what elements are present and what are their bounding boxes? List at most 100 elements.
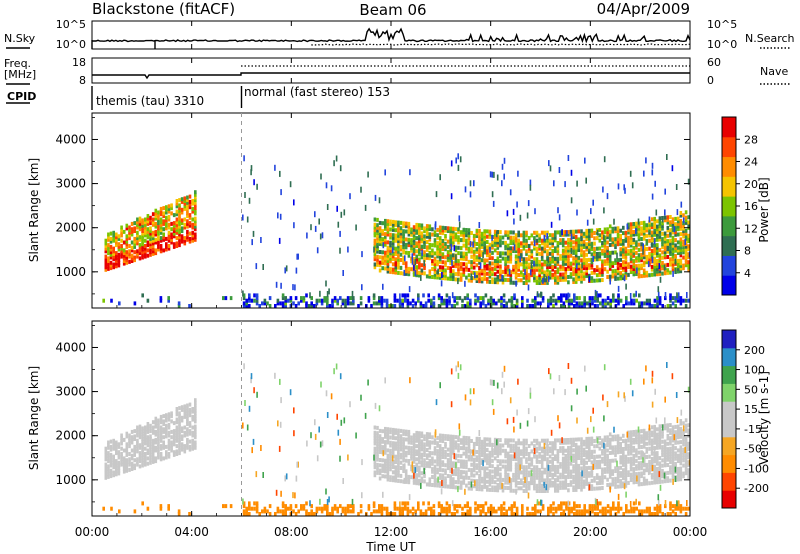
echo-cell xyxy=(577,274,581,279)
echo-cell xyxy=(133,466,136,471)
echo-cell xyxy=(687,262,690,267)
echo-cell xyxy=(107,237,110,242)
echo-cell xyxy=(397,468,400,473)
echo-cell xyxy=(637,479,641,484)
echo-cell xyxy=(120,246,123,251)
echo-cell xyxy=(284,298,287,303)
echo-cell xyxy=(109,460,113,465)
echo-cell xyxy=(624,438,628,443)
echo-cell xyxy=(488,242,492,247)
echo-cell xyxy=(262,264,264,270)
echo-cell xyxy=(167,441,171,446)
echo-cell xyxy=(627,235,630,240)
echo-cell xyxy=(452,242,455,247)
echo-cell xyxy=(611,240,615,245)
echo-cell xyxy=(684,228,688,233)
echo-cell xyxy=(625,296,628,301)
echo-cell xyxy=(467,444,471,449)
echo-cell xyxy=(449,237,452,242)
echo-cell xyxy=(433,251,437,256)
echo-cell xyxy=(178,237,181,242)
echo-cell xyxy=(509,249,513,253)
echo-cell xyxy=(525,281,528,285)
echo-cell xyxy=(194,400,197,405)
echo-cell xyxy=(191,201,194,206)
echo-cell xyxy=(567,232,570,237)
echo-cell xyxy=(149,221,152,226)
echo-cell xyxy=(452,440,455,445)
echo-cell xyxy=(590,465,594,470)
echo-cell xyxy=(376,233,379,238)
echo-cell xyxy=(504,478,507,482)
echo-cell xyxy=(653,432,656,437)
echo-cell xyxy=(530,249,534,254)
echo-cell xyxy=(117,460,121,465)
echo-cell xyxy=(629,459,633,464)
echo-cell xyxy=(606,459,609,464)
echo-cell xyxy=(608,472,612,477)
echo-cell xyxy=(376,470,379,475)
echo-cell xyxy=(136,236,139,241)
echo-cell xyxy=(149,426,152,431)
echo-cell xyxy=(397,460,400,465)
echo-cell xyxy=(391,235,395,240)
echo-cell xyxy=(546,278,549,283)
echo-cell xyxy=(506,251,510,256)
echo-cell xyxy=(577,240,581,244)
echo-cell xyxy=(125,250,129,255)
echo-cell xyxy=(608,243,612,247)
echo-cell xyxy=(650,230,654,235)
echo-cell xyxy=(415,430,418,435)
echo-cell xyxy=(517,233,520,238)
echo-cell xyxy=(449,469,452,473)
echo-cell xyxy=(538,444,541,448)
echo-cell xyxy=(115,232,118,237)
echo-cell xyxy=(576,209,578,216)
echo-cell xyxy=(674,246,677,251)
echo-cell xyxy=(640,445,643,449)
echo-cell xyxy=(444,236,447,241)
echo-cell xyxy=(569,272,573,277)
echo-cell xyxy=(448,301,451,306)
echo-cell xyxy=(154,251,158,256)
echo-cell xyxy=(674,296,677,301)
echo-cell xyxy=(136,441,139,446)
echo-cell xyxy=(635,256,638,261)
echo-cell xyxy=(373,230,377,235)
echo-cell xyxy=(167,225,171,230)
echo-cell xyxy=(412,225,416,230)
echo-cell xyxy=(478,250,481,255)
echo-cell xyxy=(658,258,662,263)
echo-cell xyxy=(436,451,439,456)
echo-cell xyxy=(478,239,481,244)
echo-cell xyxy=(606,296,610,301)
echo-cell xyxy=(656,243,659,248)
echo-cell xyxy=(684,263,688,268)
echo-cell xyxy=(478,481,481,486)
echo-cell xyxy=(125,431,129,436)
echo-cell xyxy=(467,230,471,235)
echo-cell xyxy=(465,230,468,235)
echo-cell xyxy=(376,462,379,467)
echo-cell xyxy=(397,436,400,441)
echo-cell xyxy=(530,462,534,467)
echo-cell xyxy=(432,296,436,301)
echo-cell xyxy=(404,474,408,479)
echo-cell xyxy=(315,301,319,306)
echo-cell xyxy=(572,453,575,458)
echo-cell xyxy=(514,443,518,448)
echo-cell xyxy=(467,249,471,254)
echo-cell xyxy=(632,245,636,250)
echo-cell xyxy=(616,242,620,247)
echo-cell xyxy=(540,438,544,443)
echo-cell xyxy=(149,250,152,255)
echo-cell xyxy=(635,453,638,458)
echo-cell xyxy=(394,265,398,270)
echo-cell xyxy=(441,452,445,457)
echo-cell xyxy=(557,298,560,303)
echo-cell xyxy=(619,265,622,270)
echo-cell xyxy=(509,272,513,277)
echo-cell xyxy=(428,242,432,247)
echo-cell xyxy=(305,304,308,308)
echo-cell xyxy=(622,249,625,254)
